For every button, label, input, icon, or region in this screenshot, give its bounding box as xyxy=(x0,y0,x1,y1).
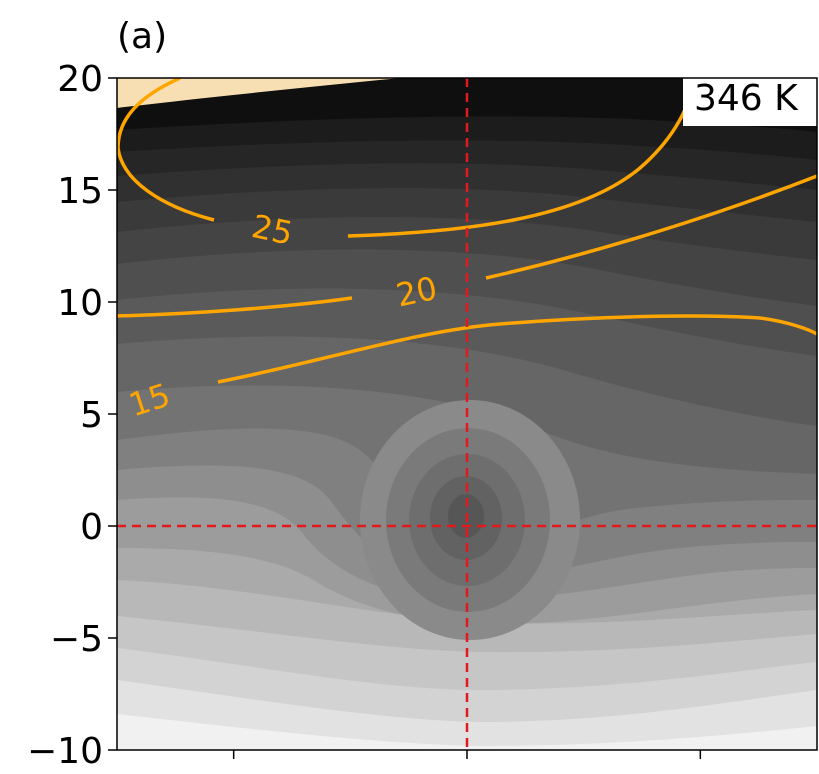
contour-line-15 xyxy=(217,314,817,384)
y-tick-label: −10 xyxy=(27,731,103,772)
contour-line-20-right xyxy=(485,174,817,280)
y-tick-label: 20 xyxy=(57,59,103,100)
panel-label: (a) xyxy=(117,16,167,57)
contour-band xyxy=(117,680,817,750)
contour-band xyxy=(117,78,400,108)
contour-line-20-left xyxy=(117,296,353,318)
y-tick-label: 15 xyxy=(57,171,103,212)
annotation-label: 346 K xyxy=(694,78,799,119)
x-axis xyxy=(232,750,702,759)
contour-band xyxy=(117,714,817,750)
y-tick-label: 10 xyxy=(57,283,103,324)
contour-label-20: 20 xyxy=(393,269,441,315)
y-tick-label: 5 xyxy=(80,395,103,436)
y-tick-label: −5 xyxy=(50,619,103,660)
y-tick-label: 0 xyxy=(80,507,103,548)
contour-line-25-right xyxy=(347,78,696,238)
y-axis: 20 15 10 5 0 −5 −10 xyxy=(27,59,117,772)
contour-label-25: 25 xyxy=(248,207,296,253)
contour-line-25-left xyxy=(117,78,215,222)
